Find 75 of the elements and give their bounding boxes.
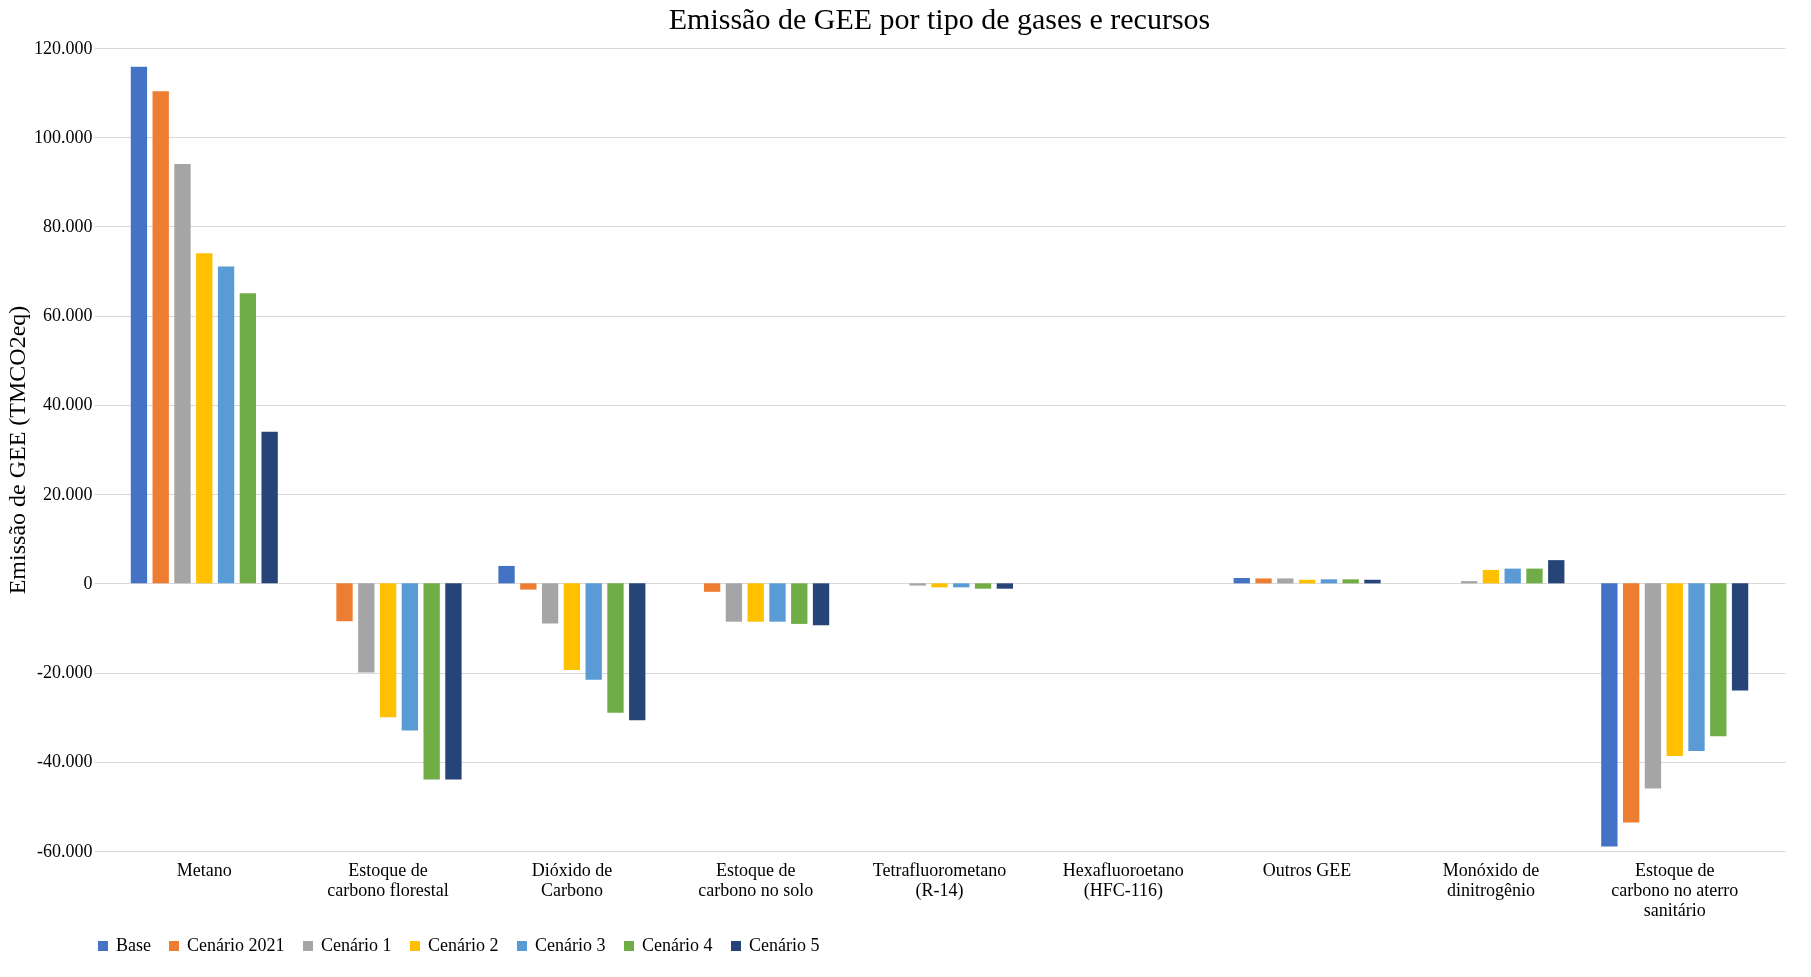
x-tick-label: Estoque de carbono no aterro sanitário xyxy=(1611,859,1739,920)
y-tick-label: 0 xyxy=(83,572,93,593)
bar xyxy=(196,253,213,584)
y-axis-title: Emissão de GEE (TMCO2eq) xyxy=(4,305,30,595)
bar xyxy=(974,583,992,589)
legend-label: Cenário 2021 xyxy=(187,935,285,955)
bar xyxy=(261,431,278,584)
bar xyxy=(1622,583,1640,823)
bar xyxy=(703,583,721,592)
bar xyxy=(791,583,808,624)
bar xyxy=(812,583,830,626)
bar xyxy=(996,583,1014,589)
y-tick-label: 40.000 xyxy=(43,394,93,415)
bar xyxy=(747,583,764,622)
bar xyxy=(769,583,786,622)
bar xyxy=(498,565,515,584)
bar xyxy=(217,266,235,584)
bar xyxy=(1710,583,1727,737)
bar xyxy=(379,583,397,718)
x-tick-label: Metano xyxy=(176,859,232,880)
y-tick-label: 20.000 xyxy=(43,483,93,504)
bar xyxy=(174,163,191,584)
bar xyxy=(1277,578,1294,584)
legend-label: Cenário 2 xyxy=(428,935,499,955)
bar xyxy=(1666,583,1683,756)
bar xyxy=(931,583,948,588)
bar xyxy=(629,583,646,721)
bar xyxy=(909,583,926,586)
bar xyxy=(1320,579,1338,584)
bar xyxy=(358,583,375,673)
y-tick-label: -60.000 xyxy=(37,840,93,861)
legend-label: Cenário 5 xyxy=(749,935,820,955)
x-tick-label: Monóxido de dinitrogênio xyxy=(1442,859,1540,900)
legend-label: Cenário 4 xyxy=(642,935,713,955)
x-tick-label: Hexafluoroetano (HFC-116) xyxy=(1062,859,1184,901)
bar xyxy=(1688,583,1705,752)
bar xyxy=(1342,579,1359,584)
x-tick-label: Estoque de carbono no solo xyxy=(698,859,814,900)
bar xyxy=(563,583,581,670)
chart-title: Emissão de GEE por tipo de gases e recursos xyxy=(668,2,1211,35)
bar xyxy=(239,293,257,584)
y-tick-label: 100.000 xyxy=(34,126,93,147)
bar xyxy=(1233,577,1250,584)
bar xyxy=(953,583,970,588)
bar xyxy=(725,583,743,622)
x-tick-label: Dióxido de Carbono xyxy=(531,859,613,900)
bar xyxy=(336,583,353,622)
legend-label: Cenário 1 xyxy=(321,935,392,955)
x-tick-label: Outros GEE xyxy=(1262,859,1352,880)
bar xyxy=(1644,583,1662,789)
bar xyxy=(423,583,440,780)
legend-label: Base xyxy=(116,935,151,955)
y-tick-label: -20.000 xyxy=(37,662,93,683)
bar xyxy=(1482,569,1500,584)
bar xyxy=(1601,583,1618,847)
bar xyxy=(1504,568,1521,584)
y-tick-label: 120.000 xyxy=(34,37,93,58)
bar xyxy=(1255,578,1272,584)
bar xyxy=(130,66,148,584)
bar xyxy=(520,583,537,590)
x-tick-label: Tetrafluorometano (R-14) xyxy=(872,859,1007,901)
y-tick-label: 60.000 xyxy=(43,305,93,326)
bar xyxy=(1526,568,1543,584)
bar xyxy=(585,583,602,680)
bar xyxy=(607,583,624,713)
y-tick-label: -40.000 xyxy=(37,751,93,772)
bar xyxy=(1731,583,1749,691)
bar xyxy=(401,583,419,731)
bar xyxy=(541,583,559,624)
bar xyxy=(1548,560,1565,584)
x-tick-label: Estoque de carbono florestal xyxy=(327,859,449,900)
y-tick-label: 80.000 xyxy=(43,215,93,236)
legend-label: Cenário 3 xyxy=(535,935,606,955)
bar xyxy=(445,583,462,780)
bar xyxy=(152,91,169,584)
